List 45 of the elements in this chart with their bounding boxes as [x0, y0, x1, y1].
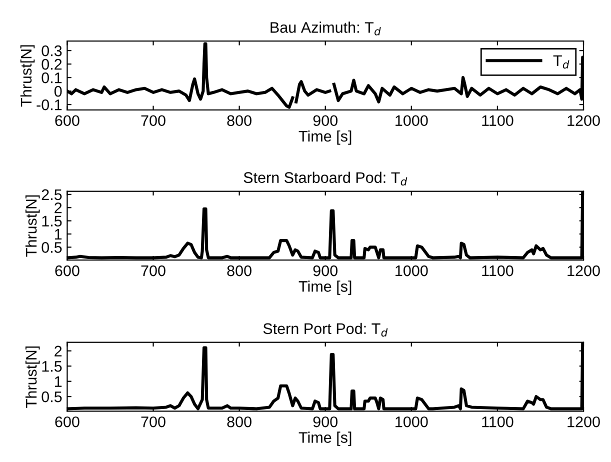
x-axis-title: Time [s] [298, 432, 352, 446]
y-tick-label: 1 [55, 376, 62, 387]
chart-title: Bau Azimuth: T$_{d}$ [270, 22, 381, 36]
x-tick-label: 900 [313, 115, 338, 126]
x-tick-label: 700 [141, 265, 166, 276]
y-axis-title: Thrust[N] [25, 346, 40, 408]
y-tick-label: 2 [54, 202, 62, 214]
x-tick-label: 1000 [396, 115, 428, 126]
y-tick-label: 1.5 [42, 361, 62, 372]
x-tick-label: 700 [141, 416, 166, 428]
y-tick-label: 2.5 [42, 189, 62, 200]
x-tick-label: 700 [141, 115, 166, 126]
y-tick-label: 1.5 [42, 216, 62, 226]
y-tick-label: 0.3 [42, 45, 62, 56]
x-tick-label: 900 [313, 265, 338, 276]
x-tick-label: 800 [227, 416, 252, 428]
x-tick-label: 800 [227, 115, 252, 126]
y-axis-title: Thrust[N] [20, 45, 35, 107]
x-axis-title: Time [s] [298, 130, 352, 145]
x-axis-title: Time [s] [298, 280, 352, 295]
x-tick-label: 1100 [482, 265, 514, 276]
chart-title: Stern Starboard Pod: T$_{d}$ [244, 172, 408, 186]
x-tick-label: 1100 [482, 416, 514, 428]
y-tick-label: 0 [54, 86, 62, 97]
y-axis-title: Thrust[N] [25, 195, 40, 257]
x-tick-label: 600 [55, 115, 80, 126]
x-tick-label: 1000 [396, 265, 428, 276]
x-tick-label: 800 [227, 265, 252, 276]
x-tick-label: 1200 [568, 416, 600, 428]
x-tick-label: 1200 [568, 265, 600, 276]
x-tick-label: 600 [55, 265, 80, 276]
x-tick-label: 1000 [396, 416, 428, 428]
x-tick-label: 1200 [568, 115, 600, 126]
x-tick-label: 600 [55, 416, 80, 428]
y-tick-label: 0.2 [42, 58, 62, 70]
y-tick-label: 0.1 [42, 72, 62, 84]
x-tick-label: 900 [313, 416, 338, 428]
chart-title: Stern Port Pod: T$_{d}$ [263, 322, 388, 337]
legend-label: T$_{d}$ [553, 55, 570, 69]
y-tick-label: 2 [54, 346, 62, 356]
y-tick-label: 0.5 [42, 391, 62, 402]
y-tick-label: -0.1 [36, 99, 62, 110]
y-tick-label: 0.5 [42, 242, 62, 253]
y-tick-label: 1 [55, 229, 62, 240]
x-tick-label: 1100 [482, 115, 514, 126]
